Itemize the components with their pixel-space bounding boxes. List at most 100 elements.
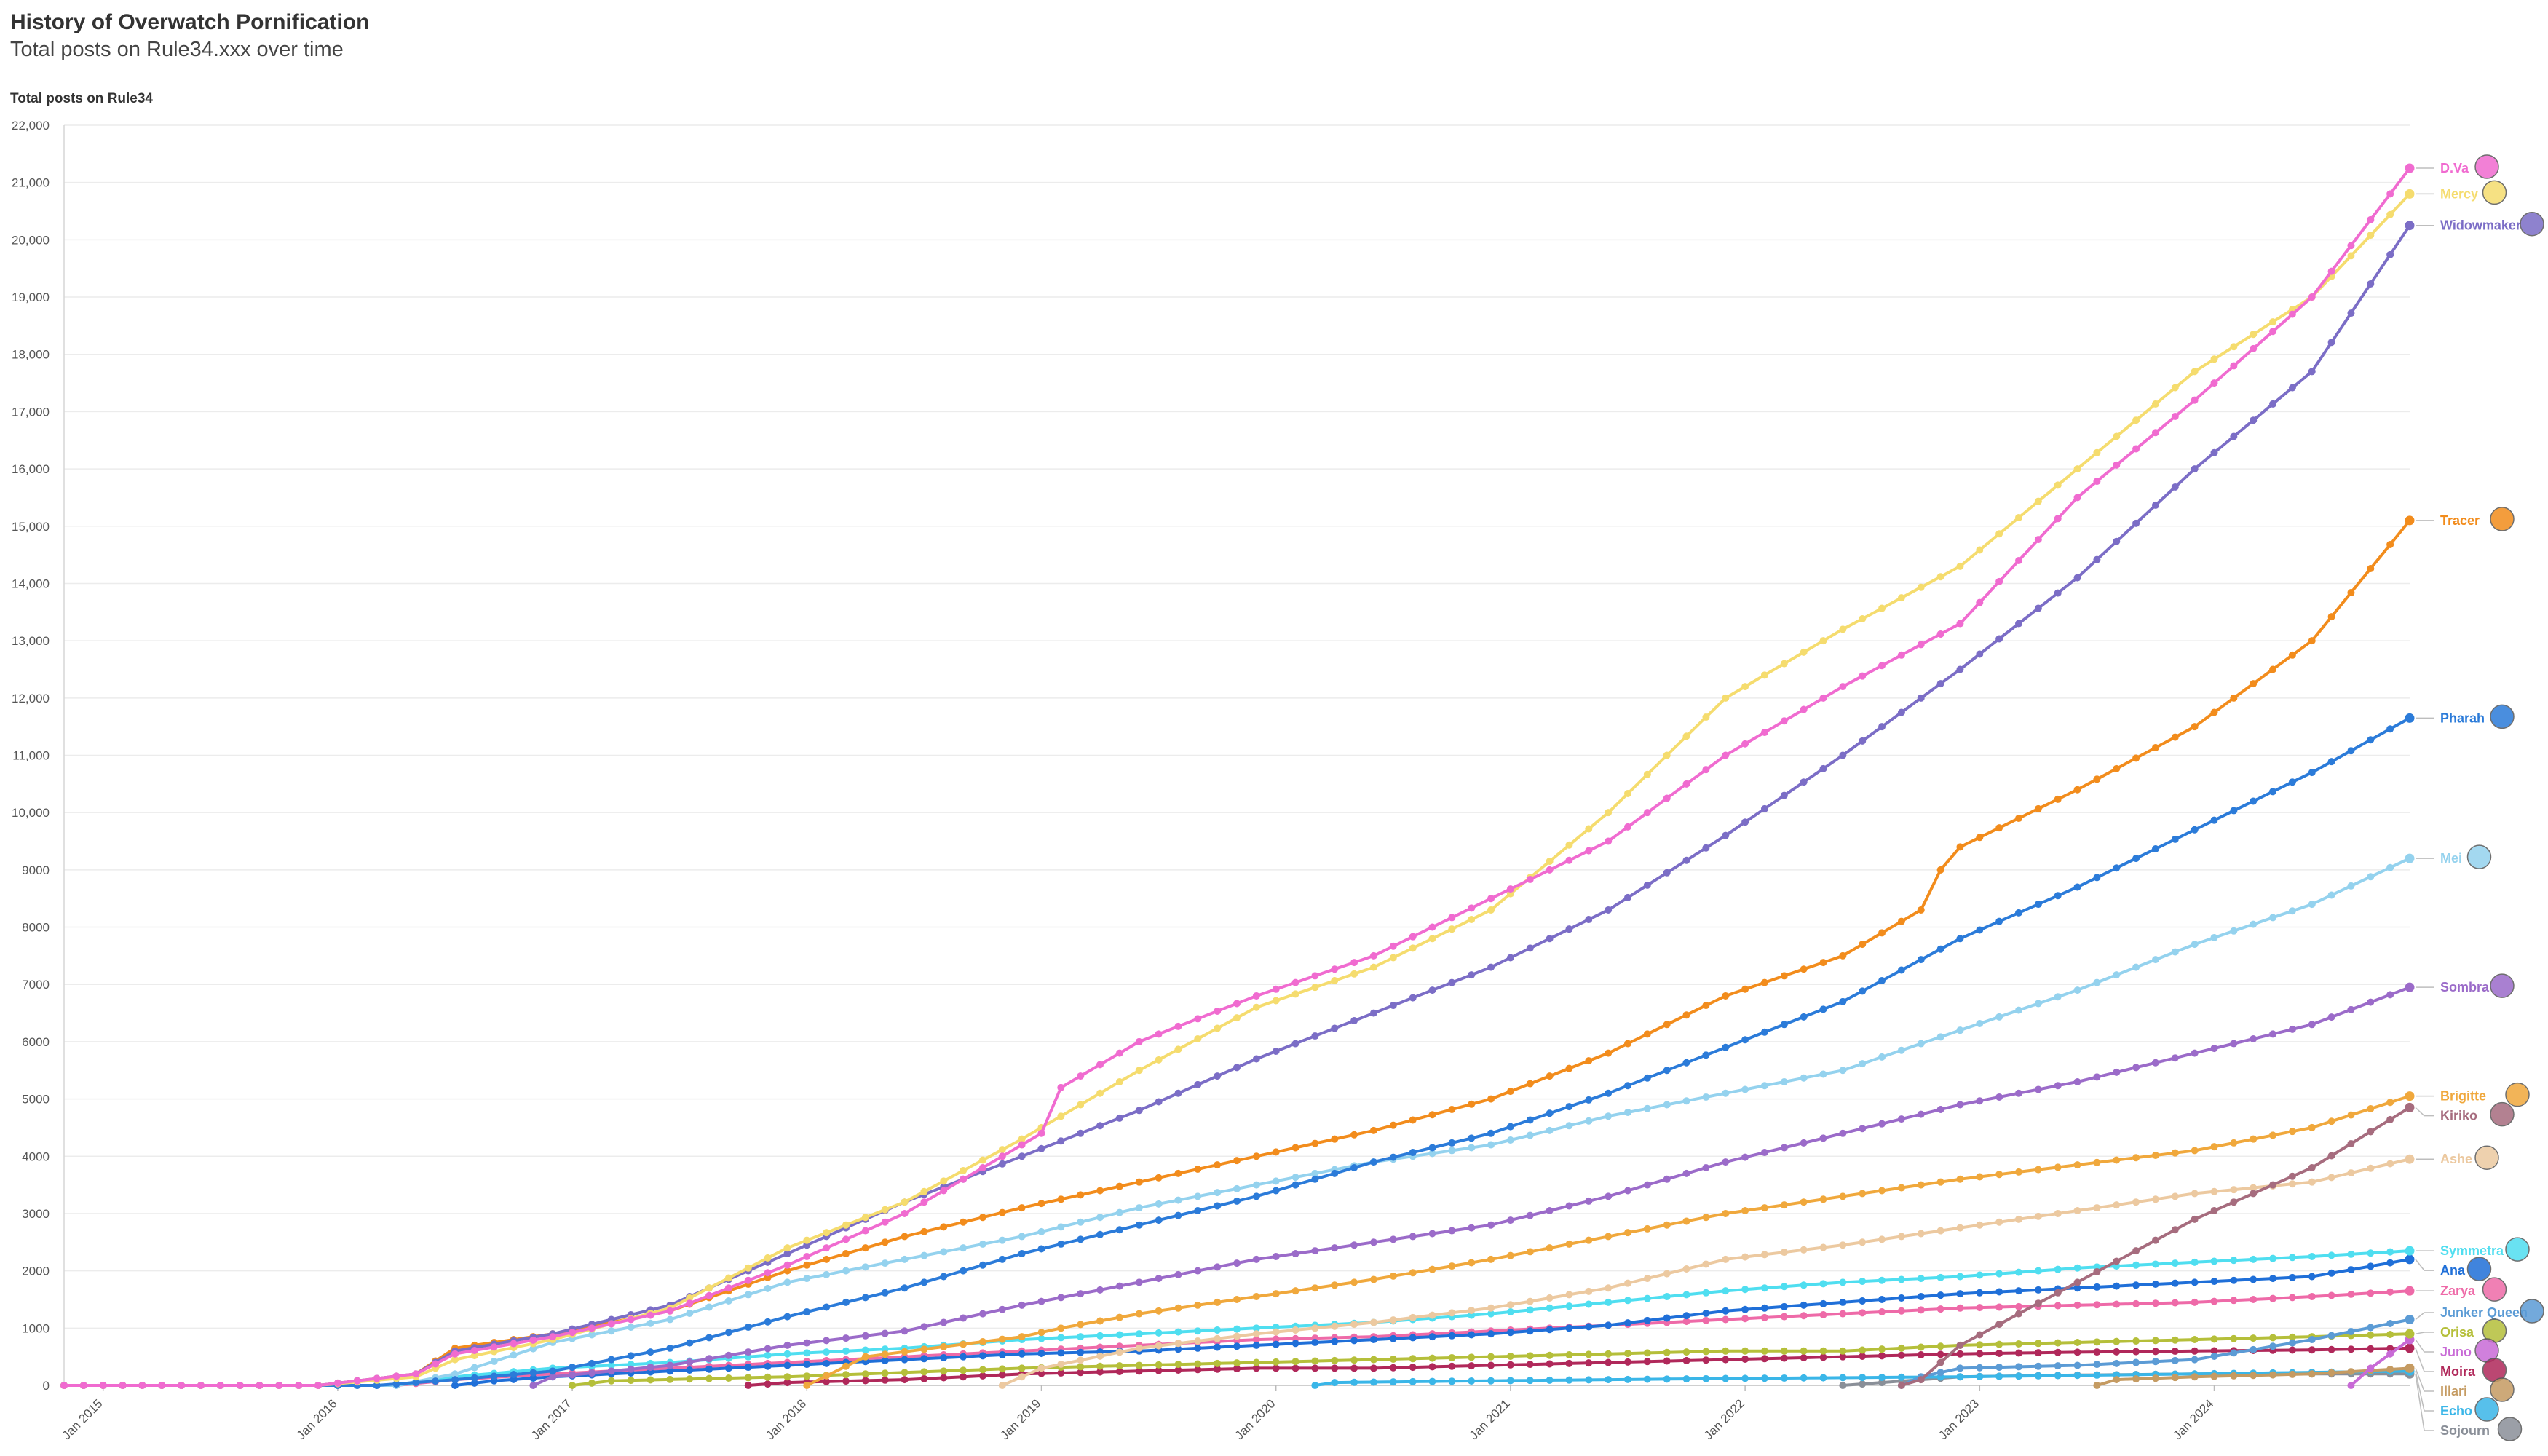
- data-point: [1369, 963, 1377, 971]
- data-point: [1233, 1259, 1241, 1267]
- data-point: [2250, 1345, 2258, 1353]
- series-tracer: [60, 515, 2415, 1389]
- data-point: [998, 1305, 1006, 1313]
- data-point: [2405, 1091, 2415, 1101]
- data-point: [1077, 1072, 1085, 1080]
- data-point: [1526, 1361, 1534, 1369]
- data-point: [1565, 841, 1573, 849]
- data-point: [1174, 1211, 1182, 1219]
- data-point: [1780, 1201, 1788, 1209]
- data-point: [1702, 1289, 1710, 1297]
- data-point: [1252, 1055, 1260, 1063]
- data-point: [2288, 1128, 2296, 1136]
- series-label: Moira: [2440, 1364, 2476, 1379]
- data-point: [1194, 1327, 1202, 1335]
- data-point: [724, 1329, 732, 1337]
- data-point: [861, 1353, 869, 1361]
- data-point: [1936, 1178, 1944, 1186]
- data-point: [764, 1362, 772, 1370]
- data-point: [2171, 1149, 2179, 1157]
- data-point: [1897, 1275, 1905, 1283]
- data-point: [1780, 791, 1788, 799]
- data-point: [2250, 797, 2258, 805]
- data-point: [353, 1377, 361, 1385]
- series-labels: D.Va Mercy Widowmaker Tracer Pharah Mei Sombra…: [2415, 154, 2544, 1441]
- data-point: [1037, 1334, 1045, 1342]
- data-point: [1976, 834, 1984, 842]
- data-point: [2347, 252, 2355, 260]
- data-point: [2191, 1258, 2199, 1266]
- data-point: [998, 1160, 1006, 1168]
- data-point: [2015, 1089, 2022, 1097]
- y-tick-label: 14,000: [12, 577, 50, 590]
- data-point: [1115, 1362, 1123, 1370]
- data-point: [2386, 210, 2394, 218]
- data-point: [2288, 1333, 2296, 1341]
- data-point: [2093, 448, 2101, 456]
- data-point: [2015, 909, 2022, 917]
- data-point: [158, 1382, 166, 1389]
- data-point: [2113, 1300, 2121, 1308]
- data-point: [2327, 758, 2335, 766]
- data-point: [2093, 478, 2101, 486]
- data-point: [1800, 648, 1808, 656]
- data-point: [666, 1315, 674, 1324]
- data-point: [2171, 1356, 2179, 1364]
- data-point: [2367, 215, 2375, 223]
- data-point: [1917, 1343, 1925, 1351]
- data-point: [1780, 660, 1788, 668]
- data-point: [470, 1364, 478, 1372]
- data-point: [1291, 1364, 1299, 1372]
- data-point: [627, 1352, 635, 1360]
- data-point: [960, 1314, 968, 1322]
- data-point: [1663, 1270, 1671, 1278]
- data-point: [2132, 1337, 2140, 1345]
- data-point: [2308, 1346, 2316, 1354]
- data-point: [744, 1364, 752, 1372]
- data-point: [1526, 1377, 1534, 1385]
- data-point: [2405, 1102, 2415, 1112]
- data-point: [529, 1382, 537, 1389]
- x-tick-label: Jan 2015: [60, 1396, 106, 1442]
- data-point: [1897, 966, 1905, 974]
- data-point: [744, 1291, 752, 1299]
- data-point: [1995, 1321, 2003, 1329]
- data-point: [2054, 892, 2062, 900]
- data-point: [881, 1289, 889, 1297]
- series-line: [64, 716, 2410, 1387]
- data-point: [1702, 766, 1710, 774]
- data-point: [529, 1374, 537, 1382]
- data-point: [1800, 1301, 1808, 1309]
- data-point: [2230, 1257, 2238, 1265]
- data-point: [2327, 339, 2335, 347]
- data-point: [1252, 992, 1260, 1000]
- data-point: [2367, 1345, 2375, 1353]
- data-point: [1995, 824, 2003, 832]
- data-point: [1663, 751, 1671, 759]
- data-point: [1331, 1169, 1339, 1177]
- data-point: [1487, 1310, 1495, 1318]
- data-point: [2054, 1163, 2062, 1171]
- data-point: [1468, 1100, 1476, 1108]
- data-point: [1350, 1356, 1358, 1364]
- data-point: [1800, 1353, 1808, 1361]
- data-point: [470, 1347, 478, 1355]
- data-point: [1409, 1355, 1417, 1363]
- data-point: [1389, 942, 1397, 950]
- data-point: [2151, 744, 2159, 752]
- data-point: [2132, 1064, 2140, 1072]
- data-point: [432, 1377, 440, 1385]
- data-point: [823, 1229, 831, 1237]
- data-point: [978, 1261, 986, 1269]
- series-label: Mei: [2440, 851, 2462, 866]
- data-point: [2054, 1362, 2062, 1370]
- data-point: [1722, 751, 1730, 759]
- data-point: [2405, 1343, 2415, 1353]
- data-point: [1546, 1326, 1554, 1334]
- data-point: [2347, 1290, 2355, 1298]
- data-point: [1311, 1364, 1319, 1372]
- data-point: [2230, 694, 2238, 702]
- data-point: [842, 1250, 850, 1258]
- data-point: [1506, 1377, 1514, 1385]
- series-label: Pharah: [2440, 711, 2485, 725]
